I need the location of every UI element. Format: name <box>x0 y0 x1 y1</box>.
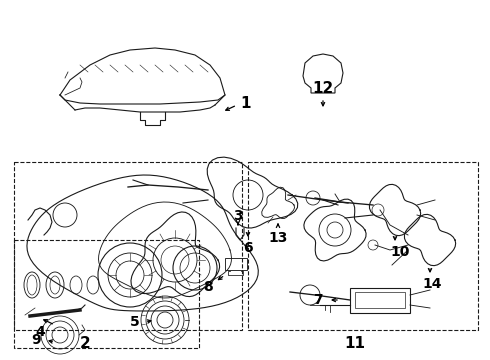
Text: 13: 13 <box>269 231 288 245</box>
Text: 1: 1 <box>241 95 251 111</box>
Text: 11: 11 <box>344 337 366 351</box>
Text: 4: 4 <box>35 325 45 339</box>
Text: 9: 9 <box>31 333 41 347</box>
Bar <box>14 162 242 330</box>
Bar <box>350 288 410 313</box>
Text: 3: 3 <box>233 209 243 223</box>
Bar <box>355 292 405 308</box>
Bar <box>225 258 247 270</box>
Text: 14: 14 <box>422 277 442 291</box>
Text: 10: 10 <box>391 245 410 259</box>
Text: 12: 12 <box>313 81 334 95</box>
Bar <box>248 162 478 330</box>
Text: 8: 8 <box>203 280 213 294</box>
Text: 6: 6 <box>243 241 253 255</box>
Text: 7: 7 <box>313 293 323 307</box>
Text: 5: 5 <box>130 315 140 329</box>
Bar <box>14 240 199 348</box>
Text: 2: 2 <box>79 337 90 351</box>
